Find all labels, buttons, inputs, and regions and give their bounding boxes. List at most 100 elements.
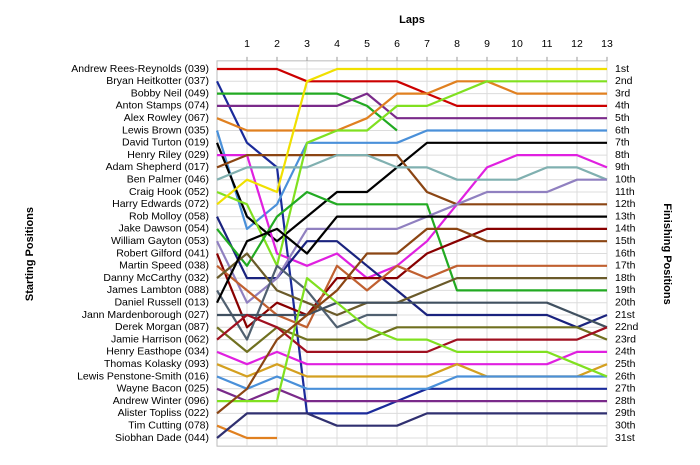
finish-label: 5th <box>615 112 630 124</box>
driver-label: Jamie Harrison (062) <box>111 333 209 345</box>
finish-label: 12th <box>615 198 636 210</box>
finish-label: 14th <box>615 223 636 235</box>
driver-label: Danny McCarthy (032) <box>103 272 209 284</box>
driver-label: James Lambton (088) <box>107 284 209 296</box>
driver-label: Ben Palmer (046) <box>127 173 209 185</box>
finish-label: 23rd <box>615 333 636 345</box>
x-tick-label: 3 <box>304 38 310 50</box>
finish-label: 10th <box>615 173 636 185</box>
driver-label: Bryan Heitkotter (037) <box>106 75 209 87</box>
driver-label: Alister Topliss (022) <box>118 407 209 419</box>
finish-label: 4th <box>615 100 630 112</box>
x-tick-label: 6 <box>394 38 400 50</box>
driver-label: Alex Rowley (067) <box>124 112 209 124</box>
finish-label: 26th <box>615 370 636 382</box>
driver-label: David Turton (019) <box>122 137 209 149</box>
finish-label: 29th <box>615 407 636 419</box>
x-axis-title: Laps <box>399 14 425 26</box>
driver-line <box>216 215 607 304</box>
driver-label: Henry Easthope (034) <box>106 346 209 358</box>
finish-label: 11th <box>615 186 635 198</box>
x-tick-label: 8 <box>454 38 460 50</box>
x-tick-label: 4 <box>334 38 340 50</box>
finish-label: 24th <box>615 346 636 358</box>
finish-label: 28th <box>615 395 636 407</box>
driver-line <box>216 264 607 329</box>
finish-label: 31st <box>615 432 635 444</box>
driver-label: Robert Gilford (041) <box>116 247 209 259</box>
x-tick-label: 1 <box>244 38 250 50</box>
x-tick-label: 11 <box>542 38 553 50</box>
driver-line <box>215 141 607 243</box>
finish-label: 19th <box>615 284 636 296</box>
driver-line <box>216 264 397 341</box>
driver-line <box>216 412 607 439</box>
driver-line <box>217 92 398 132</box>
finish-label: 16th <box>615 247 636 259</box>
driver-label: Bobby Neil (049) <box>131 87 209 99</box>
driver-line <box>216 80 607 132</box>
finish-label: 22nd <box>615 321 639 333</box>
driver-line <box>215 129 607 230</box>
driver-line <box>217 67 607 108</box>
driver-line <box>216 227 607 415</box>
driver-label: Martin Speed (038) <box>119 260 209 272</box>
driver-label: Daniel Russell (013) <box>114 296 209 308</box>
finish-label: 30th <box>615 419 636 431</box>
driver-line <box>216 154 608 181</box>
driver-line <box>216 80 607 415</box>
driver-label: Siobhan Dade (044) <box>115 432 209 444</box>
driver-label: Henry Riley (029) <box>127 149 209 161</box>
finish-label: 7th <box>615 137 630 149</box>
finish-label: 2nd <box>615 75 633 87</box>
driver-line <box>215 227 607 329</box>
x-tick-label: 10 <box>511 38 523 50</box>
finish-label: 18th <box>615 272 636 284</box>
driver-label: Craig Hook (052) <box>129 186 209 198</box>
driver-label: Jann Mardenborough (027) <box>82 309 209 321</box>
x-tick-label: 2 <box>274 38 280 50</box>
driver-line <box>216 252 607 317</box>
driver-label: Harry Edwards (072) <box>112 198 209 210</box>
driver-line <box>216 190 607 292</box>
driver-line <box>216 80 607 267</box>
driver-line <box>216 67 607 206</box>
driver-line <box>216 313 608 353</box>
driver-line <box>217 301 608 329</box>
driver-label: Lewis Brown (035) <box>122 124 209 136</box>
finish-label: 20th <box>615 296 636 308</box>
driver-line <box>216 387 607 403</box>
x-tick-label: 12 <box>571 38 583 50</box>
finish-label: 17th <box>615 260 636 272</box>
finish-label: 3rd <box>615 87 630 99</box>
x-tick-label: 7 <box>424 38 430 50</box>
driver-label: Andrew Winter (096) <box>113 395 209 407</box>
driver-label: Wayne Bacon (025) <box>117 383 209 395</box>
y2-axis-title: Finishing Positions <box>661 203 673 304</box>
finish-label: 15th <box>615 235 636 247</box>
driver-label: Anton Stamps (074) <box>116 100 209 112</box>
driver-label: Lewis Penstone-Smith (016) <box>77 370 209 382</box>
driver-label: Andrew Rees-Reynolds (039) <box>71 63 209 75</box>
finish-label: 27th <box>615 383 636 395</box>
driver-line <box>216 154 607 206</box>
finish-label: 9th <box>615 161 630 173</box>
y-axis-title: Starting Positions <box>24 207 36 301</box>
driver-label: Thomas Kolasky (093) <box>104 358 209 370</box>
x-tick-label: 9 <box>484 38 490 50</box>
driver-label: Jake Dawson (054) <box>119 223 209 235</box>
finish-label: 6th <box>615 124 630 136</box>
driver-label: Adam Shepherd (017) <box>106 161 209 173</box>
x-tick-label: 5 <box>364 38 370 50</box>
x-tick-label: 13 <box>601 38 613 50</box>
finish-label: 25th <box>615 358 636 370</box>
driver-line <box>216 350 607 366</box>
driver-label: William Gayton (053) <box>111 235 209 247</box>
driver-label: Tim Cutting (078) <box>128 419 209 431</box>
finish-label: 21st <box>615 309 635 321</box>
finish-label: 13th <box>615 210 636 222</box>
finish-label: 8th <box>615 149 630 161</box>
driver-line <box>217 154 608 280</box>
finish-label: 1st <box>615 63 629 75</box>
